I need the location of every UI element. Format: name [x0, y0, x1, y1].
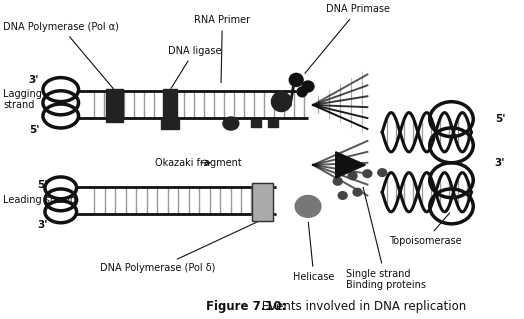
Bar: [252, 183, 274, 220]
Bar: [252, 183, 274, 220]
Text: RNA Primer: RNA Primer: [194, 15, 250, 83]
Bar: [106, 89, 123, 122]
Ellipse shape: [223, 117, 239, 130]
Text: DNA Primase: DNA Primase: [305, 4, 390, 73]
Text: Figure 7.10:: Figure 7.10:: [206, 300, 287, 313]
Text: DNA Polymerase (Pol α): DNA Polymerase (Pol α): [3, 22, 119, 89]
Bar: [162, 89, 178, 122]
Text: 5': 5': [29, 125, 39, 135]
Text: 5': 5': [495, 114, 505, 124]
Bar: [161, 120, 179, 129]
Text: Events involved in DNA replication: Events involved in DNA replication: [258, 300, 466, 313]
Ellipse shape: [363, 170, 372, 177]
Ellipse shape: [271, 92, 291, 112]
Ellipse shape: [333, 177, 342, 185]
Ellipse shape: [338, 192, 347, 199]
Ellipse shape: [295, 196, 321, 217]
Bar: [250, 119, 260, 127]
Ellipse shape: [378, 169, 387, 176]
Text: 3': 3': [38, 220, 48, 230]
Text: 5': 5': [38, 180, 48, 189]
Text: Leading strand: Leading strand: [3, 195, 77, 205]
Ellipse shape: [353, 189, 362, 196]
Bar: [268, 119, 278, 127]
Text: DNA Polymerase (Pol δ): DNA Polymerase (Pol δ): [100, 221, 260, 273]
Text: Lagging
strand: Lagging strand: [3, 89, 42, 110]
Ellipse shape: [302, 81, 314, 92]
Text: 3': 3': [29, 75, 39, 85]
Text: DNA ligase: DNA ligase: [168, 46, 221, 88]
Text: Okazaki fragment: Okazaki fragment: [155, 158, 242, 168]
Text: Single strand
Binding proteins: Single strand Binding proteins: [346, 187, 425, 290]
Ellipse shape: [348, 172, 357, 180]
Text: Helicase: Helicase: [293, 222, 335, 282]
Text: 3': 3': [495, 158, 505, 168]
Ellipse shape: [289, 73, 303, 86]
Ellipse shape: [297, 87, 307, 97]
Polygon shape: [336, 152, 365, 178]
Text: Topoisomerase: Topoisomerase: [389, 213, 462, 246]
